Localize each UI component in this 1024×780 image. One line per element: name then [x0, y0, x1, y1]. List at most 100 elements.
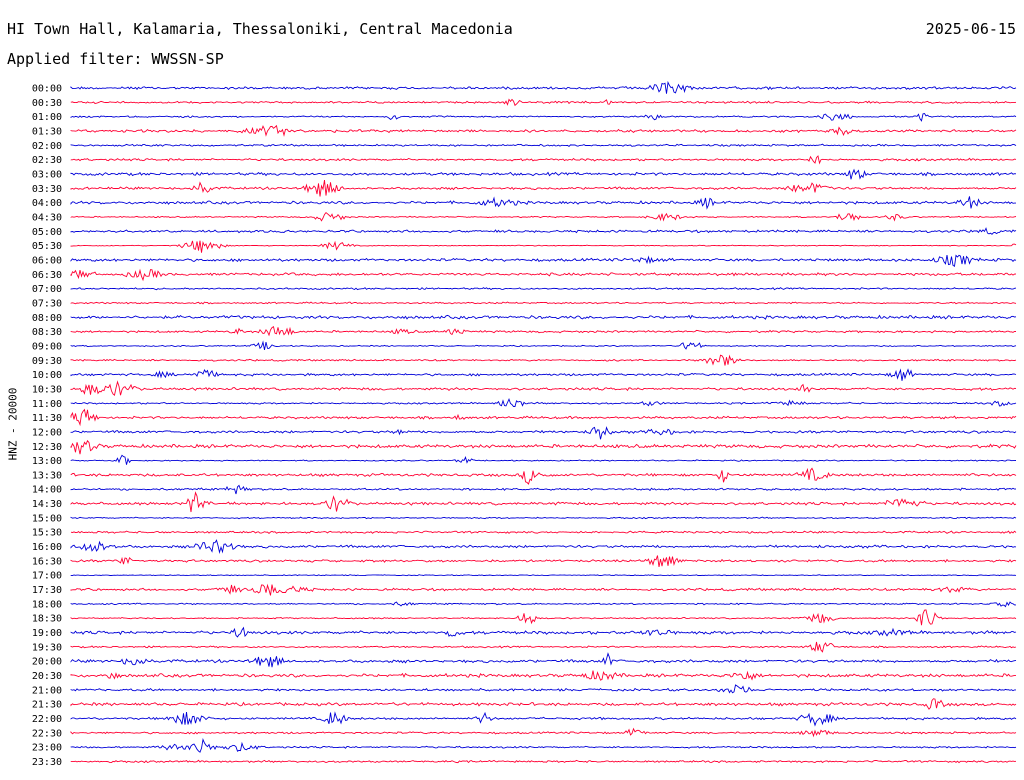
row-label: 13:00 — [32, 456, 62, 467]
row-label: 22:00 — [32, 714, 62, 725]
row-label: 12:30 — [32, 442, 62, 453]
row-label: 08:00 — [32, 313, 62, 324]
row-label: 18:00 — [32, 599, 62, 610]
trace-line — [70, 467, 1017, 485]
trace-line — [70, 652, 1017, 668]
row-label: 17:30 — [32, 585, 62, 596]
trace-line — [70, 738, 1017, 753]
trace-line — [70, 325, 1017, 337]
row-label: 14:00 — [32, 485, 62, 496]
filter-label: Applied filter: WWSSN-SP — [7, 50, 224, 68]
trace-line — [70, 530, 1017, 535]
row-label: 16:30 — [32, 556, 62, 567]
trace-line — [70, 641, 1017, 653]
trace-line — [70, 196, 1016, 210]
row-label: 01:00 — [32, 112, 62, 123]
row-label: 09:30 — [32, 356, 62, 367]
trace-line — [70, 211, 1017, 222]
row-label: 14:30 — [32, 499, 62, 510]
trace-line — [70, 80, 1017, 94]
row-labels: 00:00 00:30 01:00 01:30 02:00 02:30 03:00 03:30… — [32, 84, 62, 769]
row-label: 21:30 — [32, 700, 62, 711]
row-label: 02:30 — [32, 155, 62, 166]
trace-line — [70, 180, 1017, 197]
seismic-traces — [70, 80, 1017, 764]
row-label: 13:30 — [32, 470, 62, 481]
row-label: 17:00 — [32, 571, 62, 582]
trace-line — [70, 583, 1017, 596]
row-label: 19:00 — [32, 628, 62, 639]
trace-line — [70, 516, 1017, 520]
row-label: 11:30 — [32, 413, 62, 424]
trace-line — [70, 711, 1017, 727]
trace-line — [70, 112, 1017, 122]
trace-line — [70, 574, 1017, 577]
trace-line — [70, 268, 1017, 282]
row-label: 09:00 — [32, 341, 62, 352]
row-label: 00:30 — [32, 98, 62, 109]
row-label: 15:30 — [32, 528, 62, 539]
trace-line — [70, 98, 1017, 107]
row-label: 07:00 — [32, 284, 62, 295]
trace-line — [70, 670, 1016, 681]
row-label: 06:30 — [32, 270, 62, 281]
trace-line — [70, 408, 1017, 427]
trace-line — [70, 555, 1017, 567]
trace-line — [70, 601, 1016, 608]
trace-line — [70, 124, 1017, 137]
row-label: 04:00 — [32, 198, 62, 209]
row-label: 10:00 — [32, 370, 62, 381]
row-label: 07:30 — [32, 298, 62, 309]
trace-line — [70, 287, 1017, 291]
row-label: 01:30 — [32, 126, 62, 137]
row-label: 02:00 — [32, 141, 62, 152]
row-label: 22:30 — [32, 728, 62, 739]
trace-line — [70, 240, 1017, 253]
row-label: 18:30 — [32, 614, 62, 625]
row-label: 00:00 — [32, 84, 62, 95]
trace-line — [70, 368, 1017, 381]
trace-line — [70, 168, 1017, 180]
trace-line — [70, 539, 1017, 554]
row-label: 15:00 — [32, 513, 62, 524]
row-label: 20:30 — [32, 671, 62, 682]
row-label: 19:30 — [32, 642, 62, 653]
trace-line — [70, 254, 1017, 268]
row-label: 10:30 — [32, 384, 62, 395]
trace-line — [70, 143, 1017, 147]
row-label: 16:00 — [32, 542, 62, 553]
trace-line — [70, 227, 1017, 235]
trace-line — [70, 397, 1017, 407]
trace-line — [70, 155, 1017, 165]
row-label: 03:30 — [32, 184, 62, 195]
row-label: 06:00 — [32, 255, 62, 266]
row-label: 11:00 — [32, 399, 62, 410]
row-label: 20:00 — [32, 657, 62, 668]
row-label: 05:00 — [32, 227, 62, 238]
trace-line — [70, 301, 1017, 305]
station-title: HI Town Hall, Kalamaria, Thessaloniki, C… — [7, 20, 513, 38]
trace-line — [70, 727, 1017, 738]
trace-line — [70, 426, 1017, 440]
record-date: 2025-06-15 — [925, 20, 1016, 38]
trace-line — [70, 340, 1017, 350]
trace-line — [70, 314, 1017, 320]
trace-line — [70, 380, 1017, 397]
trace-line — [70, 439, 1017, 455]
row-label: 23:30 — [32, 757, 62, 768]
trace-line — [70, 484, 1017, 495]
trace-line — [70, 354, 1017, 366]
trace-line — [70, 684, 1016, 694]
row-label: 03:00 — [32, 169, 62, 180]
trace-line — [70, 454, 1017, 465]
trace-line — [70, 609, 1017, 626]
row-label: 08:30 — [32, 327, 62, 338]
trace-line — [70, 491, 1017, 513]
trace-line — [70, 626, 1017, 638]
trace-line — [70, 698, 1017, 710]
row-label: 12:00 — [32, 427, 62, 438]
row-label: 05:30 — [32, 241, 62, 252]
row-label: 23:00 — [32, 743, 62, 754]
trace-line — [70, 759, 1017, 764]
